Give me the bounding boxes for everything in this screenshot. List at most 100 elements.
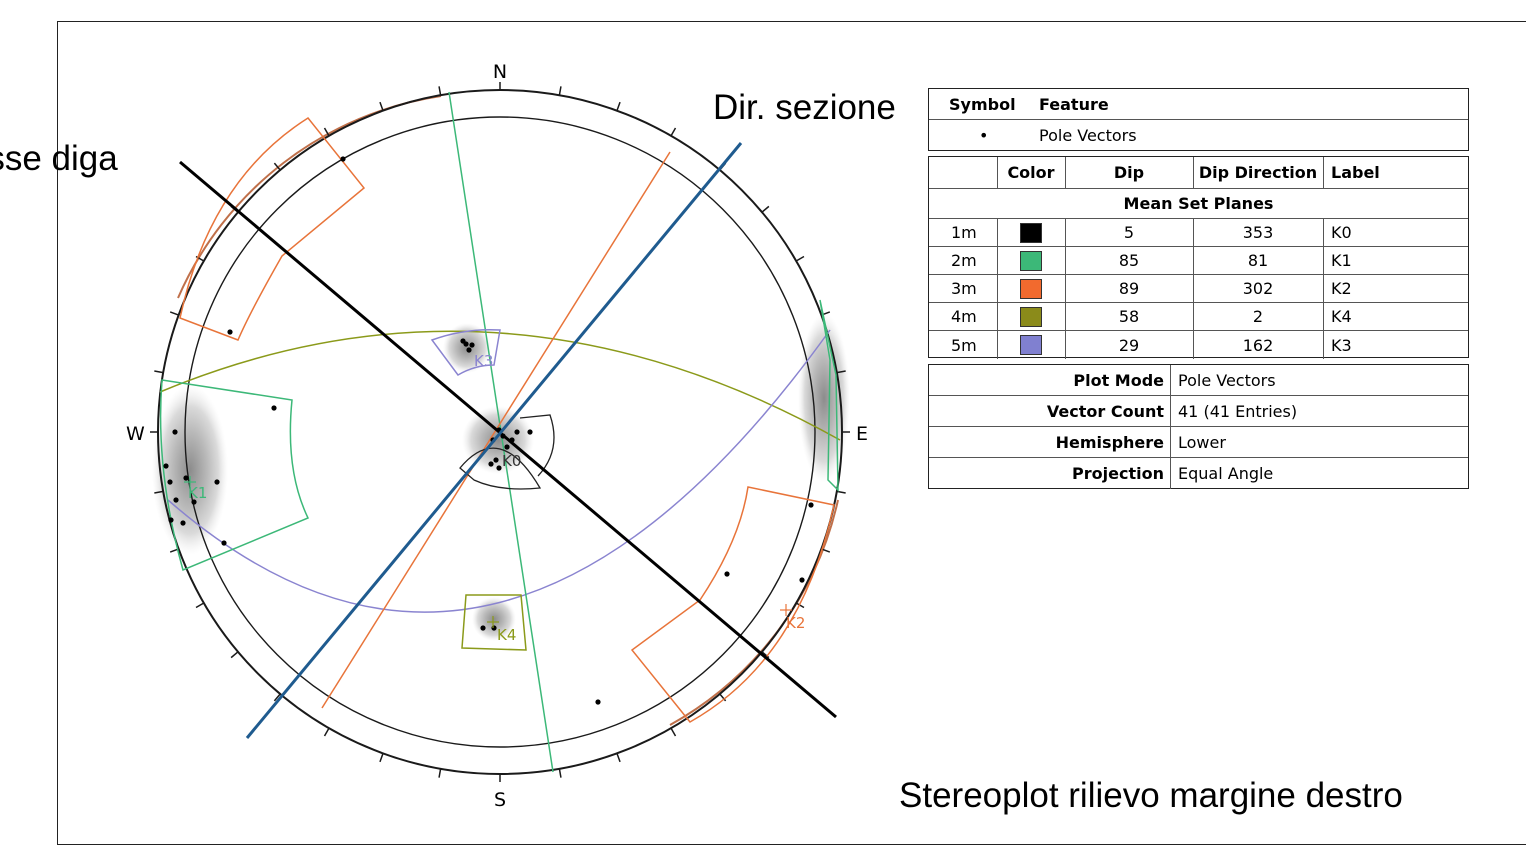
azimuth-tick	[670, 127, 677, 137]
set-label: K3	[1331, 335, 1352, 355]
azimuth-tick	[761, 651, 770, 659]
azimuth-tick	[379, 753, 384, 763]
compass-n: N	[493, 61, 507, 83]
mean-pole-k4	[487, 616, 499, 628]
pole-dot	[191, 499, 197, 505]
pole-dot	[504, 444, 510, 450]
info-value: Pole Vectors	[1178, 370, 1276, 390]
azimuth-tick	[169, 311, 179, 316]
set-label-k1: K1	[188, 484, 207, 502]
window-k4	[461, 594, 527, 651]
set-label: K2	[1331, 279, 1352, 298]
set-id: 3m	[951, 279, 977, 298]
set-label-k3: K3	[474, 352, 493, 370]
figure-frame	[57, 21, 1526, 845]
legend-symbol-header: Symbol	[949, 94, 1016, 114]
pole-dot	[514, 429, 520, 435]
set-color-swatch	[997, 247, 1065, 274]
outer-rim-arc-se	[669, 499, 839, 726]
sets-section-row: Mean Set Planes	[929, 189, 1468, 219]
dam-axis-label: Asse diga	[0, 139, 118, 178]
azimuth-tick	[438, 86, 442, 96]
azimuth-tick	[616, 101, 621, 111]
legend-entry-row: • Pole Vectors	[929, 120, 1468, 151]
window-k2-se	[630, 486, 835, 723]
pole-dot	[493, 457, 499, 463]
set-color-swatch	[997, 275, 1065, 302]
info-row: Vector Count 41 (41 Entries)	[929, 396, 1468, 427]
azimuth-tick	[154, 490, 164, 494]
info-key: Hemisphere	[1055, 432, 1164, 452]
pole-dot	[808, 502, 814, 508]
set-label-k4: K4	[497, 626, 516, 644]
pole-dot	[488, 461, 494, 467]
window-k3	[430, 328, 501, 376]
info-key: Plot Mode	[1073, 370, 1164, 390]
sets-header-dip: Dip	[1113, 163, 1145, 182]
set-dip-direction: 353	[1242, 223, 1274, 242]
mean-pole-k2	[780, 604, 792, 616]
pole-dot	[271, 405, 277, 411]
set-dip-direction: 162	[1242, 335, 1274, 355]
pole-dot	[724, 571, 730, 577]
pole-dot	[214, 479, 220, 485]
azimuth-tick	[719, 693, 727, 702]
info-row: Projection Equal Angle	[929, 458, 1468, 489]
azimuth-tick	[836, 490, 846, 494]
set-label-k0: K0	[502, 452, 521, 470]
azimuth-tick	[761, 205, 770, 213]
legend-table: Symbol Feature • Pole Vectors	[928, 88, 1469, 151]
set-row: 1m 5 353 K0	[929, 219, 1468, 247]
info-row: Hemisphere Lower	[929, 427, 1468, 458]
legend-symbol-glyph: •	[979, 126, 989, 145]
info-row: Plot Mode Pole Vectors	[929, 365, 1468, 396]
compass-w: W	[126, 423, 145, 445]
azimuth-tick	[273, 693, 281, 702]
compass-s: S	[494, 789, 506, 811]
azimuth-tick	[379, 101, 384, 111]
azimuth-tick	[230, 651, 239, 659]
dam-axis-line	[179, 160, 837, 719]
density-contour-k1	[152, 385, 228, 555]
azimuth-tick	[154, 370, 164, 374]
pole-dot	[469, 342, 475, 348]
density-contour-k3	[443, 323, 491, 373]
azimuth-tick	[795, 255, 805, 262]
set-label: K4	[1331, 307, 1352, 326]
set-id: 2m	[951, 251, 977, 270]
info-key: Vector Count	[1046, 401, 1164, 421]
mean-set-planes-table: Color Dip Dip Direction Label Mean Set P…	[928, 156, 1469, 359]
legend-feature-value: Pole Vectors	[1039, 126, 1137, 145]
info-value: Equal Angle	[1178, 464, 1274, 483]
set-dip-direction: 302	[1242, 279, 1274, 298]
pole-dot	[167, 479, 173, 485]
pole-dot	[163, 463, 169, 469]
plot-info-table: Plot Mode Pole Vectors Vector Count 41 (41 …	[928, 364, 1469, 489]
compass-e: E	[856, 423, 868, 445]
set-color-swatch	[997, 331, 1065, 359]
info-value: Lower	[1178, 432, 1226, 452]
set-id: 5m	[951, 335, 977, 355]
pole-dot	[183, 475, 189, 481]
sets-header-label: Label	[1331, 163, 1380, 182]
section-direction-label: Dir. sezione	[713, 88, 896, 127]
set-dip-direction: 2	[1252, 307, 1264, 326]
inner-reference-circle	[184, 116, 816, 748]
set-id: 1m	[951, 223, 977, 242]
window-k1	[159, 379, 310, 572]
pole-dot	[168, 517, 174, 523]
set-label-k2: K2	[786, 614, 805, 632]
section-direction-line	[245, 142, 743, 739]
azimuth-tick	[323, 727, 330, 737]
great-circle-k3	[167, 329, 831, 613]
sets-header-row: Color Dip Dip Direction Label	[929, 157, 1468, 189]
sets-section-title: Mean Set Planes	[1123, 194, 1274, 213]
window-k1-e	[819, 299, 839, 492]
pole-dot	[180, 520, 186, 526]
info-value: 41 (41 Entries)	[1178, 401, 1298, 421]
set-row: 2m 85 81 K1	[929, 247, 1468, 275]
sets-header-color: Color	[1007, 163, 1055, 182]
pole-dot	[227, 329, 233, 335]
